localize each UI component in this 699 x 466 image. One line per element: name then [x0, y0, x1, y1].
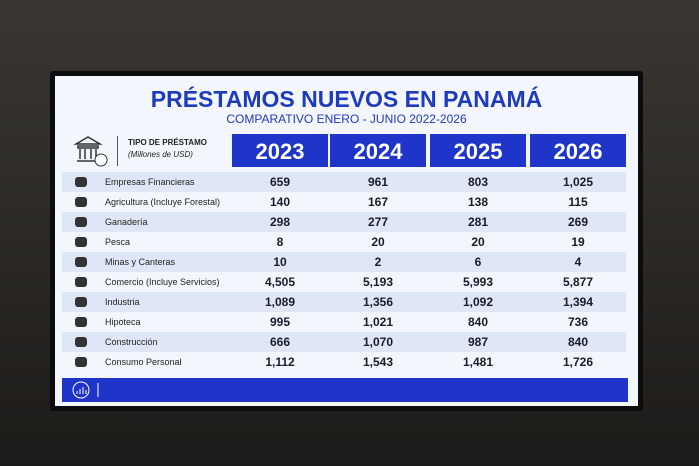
value-cell: 995 — [269, 315, 291, 329]
row-band — [62, 292, 626, 312]
value-cell: 138 — [467, 195, 489, 209]
value-cell: 659 — [269, 175, 291, 189]
value-cell: 4,505 — [264, 275, 296, 289]
footer-bar — [62, 378, 628, 402]
column-header: TIPO DE PRÉSTAMO — [128, 138, 207, 147]
value-cell: 840 — [467, 315, 489, 329]
year-header: 2024 — [330, 134, 426, 167]
row-label: Agricultura (Incluye Forestal) — [105, 197, 221, 207]
value-cell: 4 — [574, 255, 582, 269]
value-cell: 20 — [371, 235, 385, 249]
row-label: Hipoteca — [105, 317, 141, 327]
subtitle: COMPARATIVO ENERO - JUNIO 2022-2026 — [226, 112, 467, 126]
value-cell: 736 — [567, 315, 589, 329]
row-label: Empresas Financieras — [105, 177, 195, 187]
row-band — [62, 192, 626, 212]
year-header: 2023 — [232, 134, 328, 167]
row-label: Comercio (Incluye Servicios) — [105, 277, 220, 287]
row-icon — [75, 297, 87, 307]
value-cell: 803 — [467, 175, 489, 189]
value-cell: 1,481 — [462, 355, 494, 369]
bank-icon — [73, 136, 108, 167]
row-band — [62, 252, 626, 272]
value-cell: 1,112 — [265, 355, 295, 369]
value-cell: 1,394 — [562, 295, 594, 309]
row-icon — [75, 217, 87, 227]
row-icon — [75, 317, 87, 327]
value-cell: 1,543 — [362, 355, 394, 369]
value-cell: 1,092 — [462, 295, 494, 309]
value-cell: 1,726 — [562, 355, 594, 369]
value-cell: 10 — [273, 255, 287, 269]
value-cell: 20 — [471, 235, 485, 249]
row-band — [62, 352, 626, 372]
row-band — [62, 232, 626, 252]
value-cell: 1,356 — [362, 295, 394, 309]
row-label: Consumo Personal — [105, 357, 182, 367]
year-header: 2025 — [430, 134, 526, 167]
value-cell: 6 — [474, 255, 482, 269]
value-cell: 840 — [567, 335, 589, 349]
row-label: Ganadería — [105, 217, 148, 227]
value-cell: 5,877 — [562, 275, 594, 289]
row-icon — [75, 337, 87, 347]
row-band — [62, 172, 626, 192]
divider — [117, 136, 118, 166]
value-cell: 961 — [367, 175, 389, 189]
row-icon — [75, 237, 87, 247]
row-band — [62, 312, 626, 332]
row-icon — [75, 177, 87, 187]
row-label: Construcción — [105, 337, 158, 347]
row-label: Pesca — [105, 237, 131, 247]
row-icon — [75, 357, 87, 367]
value-cell: 167 — [367, 195, 389, 209]
value-cell: 666 — [269, 335, 291, 349]
value-cell: 115 — [568, 195, 588, 209]
title: PRÉSTAMOS NUEVOS EN PANAMÁ — [150, 86, 543, 112]
value-cell: 987 — [467, 335, 489, 349]
value-cell: 298 — [269, 215, 291, 229]
row-icon — [75, 197, 87, 207]
column-subheader: (Millones de USD) — [128, 150, 193, 159]
row-icon — [75, 277, 87, 287]
row-icon — [75, 257, 87, 267]
chart-icon — [72, 381, 99, 399]
row-label: Minas y Canteras — [105, 257, 176, 267]
row-band — [62, 332, 626, 352]
row-band — [62, 212, 626, 232]
value-cell: 1,089 — [264, 295, 296, 309]
value-cell: 5,993 — [462, 275, 494, 289]
value-cell: 2 — [374, 255, 382, 269]
value-cell: 5,193 — [362, 275, 394, 289]
value-cell: 19 — [571, 235, 585, 249]
row-band — [62, 272, 626, 292]
screen: PRÉSTAMOS NUEVOS EN PANAMÁ COMPARATIVO E… — [55, 76, 638, 406]
row-label: Industria — [105, 297, 140, 307]
value-cell: 1,070 — [362, 335, 394, 349]
value-cell: 8 — [276, 235, 284, 249]
value-cell: 1,021 — [362, 315, 394, 329]
value-cell: 281 — [467, 215, 489, 229]
year-header: 2026 — [530, 134, 626, 167]
value-cell: 1,025 — [562, 175, 594, 189]
value-cell: 277 — [367, 215, 389, 229]
value-cell: 140 — [269, 195, 291, 209]
value-cell: 269 — [567, 215, 589, 229]
